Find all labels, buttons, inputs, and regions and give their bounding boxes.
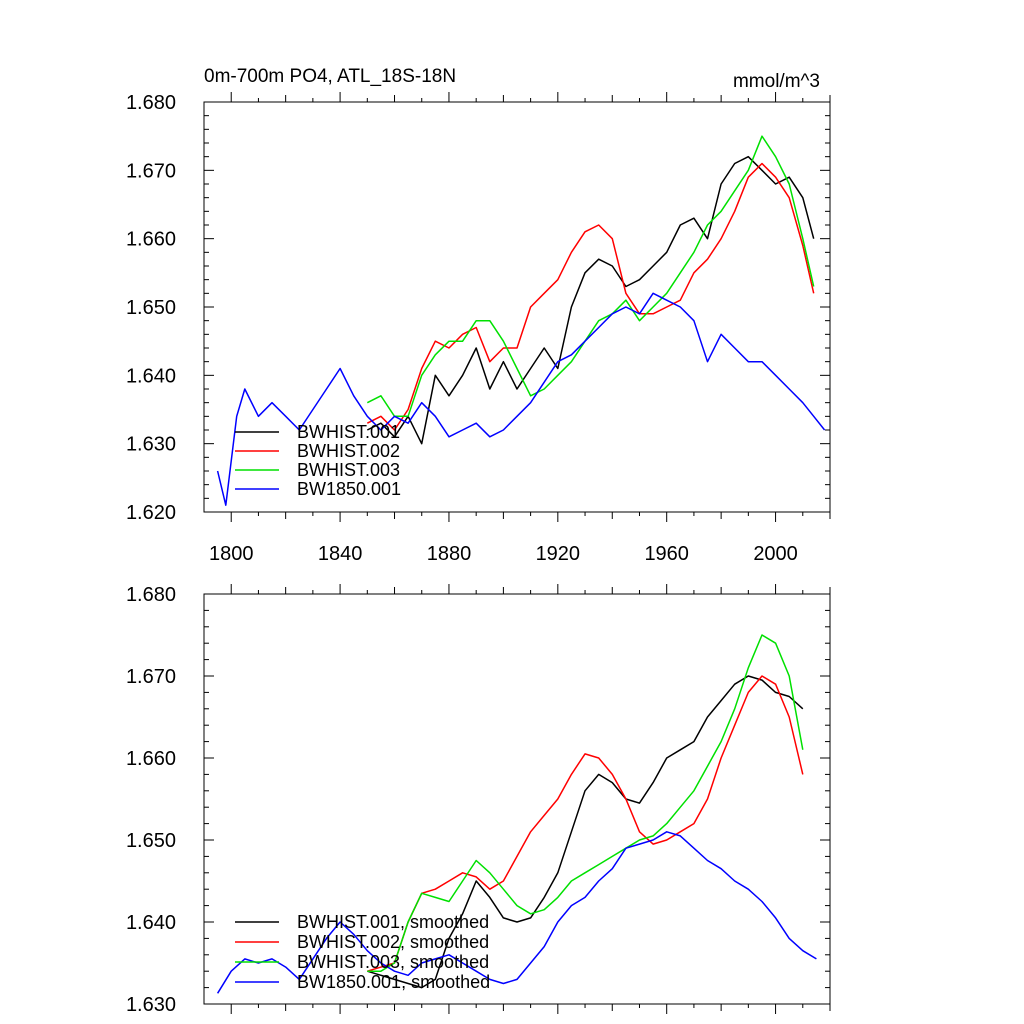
y-tick-label: 1.680 <box>126 92 176 114</box>
x-tick-label: 1800 <box>209 543 254 565</box>
series-line-bw1850-001-smoothed <box>216 831 817 994</box>
legend-label: BWHIST.003 <box>297 460 400 480</box>
y-tick-label: 1.630 <box>126 434 176 456</box>
top-panel: 1.620 1.630 1.640 1.650 1.660 1.670 1.680 1800 1… <box>126 92 831 565</box>
legend-label: BW1850.001 <box>297 479 401 499</box>
plot-frame <box>203 593 831 1005</box>
y-tick-label: 1.670 <box>126 160 176 182</box>
y-tick-label: 1.650 <box>126 830 176 852</box>
bottom-panel: 1.630 1.640 1.650 1.660 1.670 1.680 BWHIST.001… <box>126 584 831 1016</box>
y-tick-label: 1.630 <box>126 994 176 1016</box>
units-label: mmol/m^3 <box>733 71 820 92</box>
series-line-bwhist-003 <box>366 135 815 418</box>
y-tick-label: 1.620 <box>126 502 176 524</box>
x-tick-label: 1840 <box>318 543 363 565</box>
legend-label: BW1850.001, smoothed <box>297 972 490 992</box>
x-tick-label: 1880 <box>427 543 472 565</box>
series-line-bwhist-002 <box>366 162 815 431</box>
y-tick-label: 1.640 <box>126 365 176 387</box>
y-tick-label: 1.650 <box>126 297 176 319</box>
y-tick-label: 1.670 <box>126 666 176 688</box>
legend-label: BWHIST.003, smoothed <box>297 952 489 972</box>
series-line-bwhist-003-smoothed <box>367 634 804 972</box>
series-line-bw1850-001 <box>216 292 826 506</box>
series-line-bwhist-002-smoothed <box>367 675 804 972</box>
plot-title: 0m-700m PO4, ATL_18S-18N <box>204 66 456 87</box>
legend-label: BWHIST.001 <box>297 422 400 442</box>
y-tick-label: 1.640 <box>126 912 176 934</box>
series-line-bwhist-001 <box>366 155 815 445</box>
legend-label: BWHIST.002, smoothed <box>297 932 489 952</box>
x-tick-label: 1920 <box>536 543 581 565</box>
legend-label: BWHIST.002 <box>297 441 400 461</box>
y-tick-label: 1.680 <box>126 584 176 606</box>
y-tick-label: 1.660 <box>126 229 176 251</box>
series-line-bwhist-001-smoothed <box>367 675 804 989</box>
x-tick-label: 2000 <box>753 543 798 565</box>
legend-label: BWHIST.001, smoothed <box>297 912 489 932</box>
x-tick-label: 1960 <box>644 543 689 565</box>
y-tick-label: 1.660 <box>126 748 176 770</box>
